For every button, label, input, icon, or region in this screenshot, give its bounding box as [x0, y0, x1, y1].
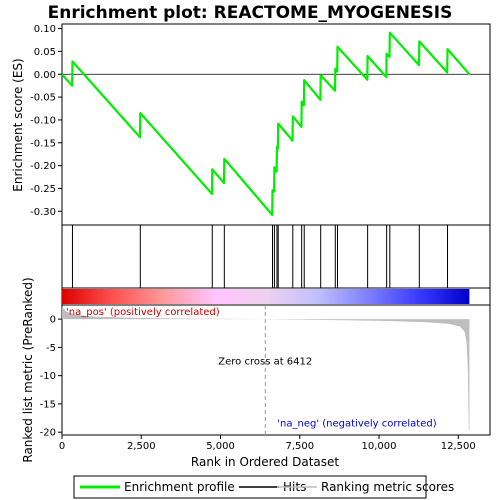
hits-panel-frame: [61, 224, 491, 289]
legend: Enrichment profile Hits Ranking metric s…: [73, 475, 454, 499]
metric-y-tick-label: 0: [50, 315, 56, 326]
es-y-tick-label: -0.25: [30, 184, 56, 195]
es-y-tick-label: -0.10: [30, 115, 56, 126]
es-y-tick-label: 0.10: [34, 24, 56, 35]
es-panel: 0.10 0.05 0.00 -0.05 -0.10 -0.15 -0.20 -0.25 -0.…: [11, 23, 491, 226]
ranked-metric-area: [62, 307, 470, 430]
es-y-axis: 0.10 0.05 0.00 -0.05 -0.10 -0.15 -0.20 -0.25 -0.…: [30, 24, 62, 218]
x-tick-label: 12,500: [441, 441, 476, 452]
metric-panel: Zero cross at 6412 'na_pos' (positively …: [21, 277, 491, 469]
es-y-tick-label: -0.30: [30, 207, 56, 218]
metric-y-axis: 0 -5 -10 -15 -20: [40, 315, 62, 439]
x-tick-label: 2,500: [127, 441, 156, 452]
x-tick-label: 10,000: [362, 441, 397, 452]
metric-y-tick-label: -10: [40, 371, 56, 382]
metric-y-label: Ranked list metric (PreRanked): [21, 277, 35, 462]
positive-label: 'na_pos' (positively correlated): [66, 307, 220, 318]
es-y-label: Enrichment score (ES): [11, 58, 25, 191]
es-y-tick-label: -0.20: [30, 161, 56, 172]
colorbar: [62, 289, 470, 304]
hit-marks: [71, 225, 449, 288]
colorbar-panel: [61, 287, 491, 306]
es-profile-line: [61, 31, 471, 216]
x-axis: 0 2,500 5,000 7,500 10,000 12,500: [59, 435, 476, 452]
negative-label: 'na_neg' (negatively correlated): [277, 419, 436, 430]
legend-metric-label: Ranking metric scores: [321, 480, 454, 494]
zero-cross-label: Zero cross at 6412: [218, 356, 312, 367]
es-panel-frame: [61, 23, 491, 226]
es-y-tick-label: -0.15: [30, 138, 56, 149]
es-y-tick-label: -0.05: [30, 93, 56, 104]
es-y-tick-label: 0.05: [34, 47, 56, 58]
es-y-tick-label: 0.00: [34, 70, 56, 81]
chart-title: Enrichment plot: REACTOME_MYOGENESIS: [48, 3, 453, 23]
legend-profile-label: Enrichment profile: [124, 480, 235, 494]
metric-y-tick-label: -5: [46, 343, 56, 354]
metric-panel-frame: [61, 304, 491, 436]
metric-y-tick-label: -20: [40, 428, 56, 439]
x-tick-label: 0: [59, 441, 65, 452]
metric-y-tick-label: -15: [40, 399, 56, 410]
x-axis-label: Rank in Ordered Dataset: [191, 455, 339, 469]
x-tick-label: 5,000: [206, 441, 235, 452]
x-tick-label: 7,500: [285, 441, 314, 452]
hits-panel: [61, 224, 491, 289]
